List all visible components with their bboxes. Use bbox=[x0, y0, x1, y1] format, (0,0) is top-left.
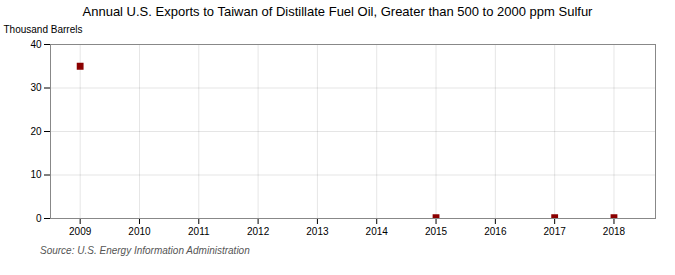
svg-text:2010: 2010 bbox=[128, 226, 151, 237]
svg-text:2009: 2009 bbox=[69, 226, 92, 237]
svg-text:2014: 2014 bbox=[366, 226, 389, 237]
svg-text:2013: 2013 bbox=[306, 226, 329, 237]
svg-text:2011: 2011 bbox=[188, 226, 210, 237]
svg-text:2012: 2012 bbox=[247, 226, 270, 237]
svg-text:2015: 2015 bbox=[425, 226, 448, 237]
svg-text:40: 40 bbox=[30, 39, 42, 50]
svg-text:2017: 2017 bbox=[544, 226, 567, 237]
svg-text:30: 30 bbox=[30, 82, 42, 93]
svg-text:10: 10 bbox=[30, 169, 42, 180]
svg-text:0: 0 bbox=[36, 213, 42, 224]
html-text:Source: U.S. Energy Informatio: Source: U.S. Energy Information Administ… bbox=[40, 245, 250, 256]
svg-text:2018: 2018 bbox=[603, 226, 626, 237]
html-text:Annual U.S. Exports to Taiwan: Annual U.S. Exports to Taiwan of Distill… bbox=[82, 4, 593, 19]
svg-text:20: 20 bbox=[30, 126, 42, 137]
svg-text:2016: 2016 bbox=[484, 226, 507, 237]
svg-text:Thousand Barrels: Thousand Barrels bbox=[4, 24, 83, 35]
